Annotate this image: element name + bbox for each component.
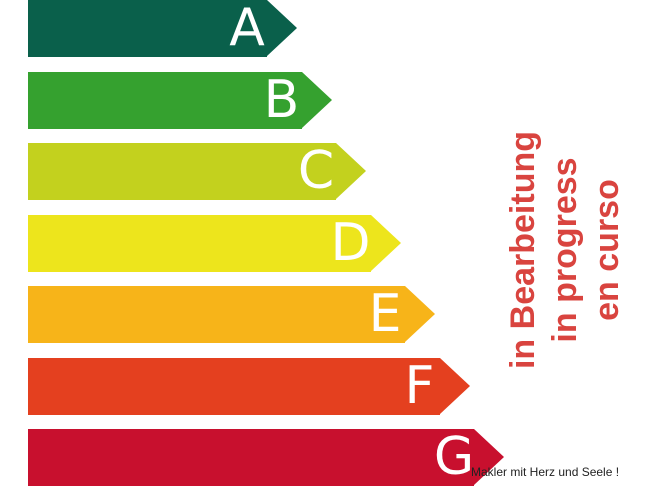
bar-body	[28, 357, 440, 415]
arrow-tip	[267, 0, 297, 56]
watermark-text: Makler mit Herz und Seele !	[471, 465, 620, 479]
bar-body	[28, 143, 336, 200]
bar-body	[28, 0, 267, 57]
status-line-en: in progress	[546, 157, 584, 343]
bar-body	[28, 429, 474, 486]
class-letter: C	[297, 141, 335, 201]
arrow-tip	[405, 286, 435, 342]
bar-body	[28, 286, 405, 343]
arrow-tip	[370, 214, 401, 271]
arrow-tip	[474, 429, 504, 485]
status-line-es: en curso	[588, 179, 626, 321]
status-line-de: in Bearbeitung	[504, 130, 542, 370]
class-letter: F	[404, 355, 435, 416]
class-letter: G	[433, 427, 475, 487]
arrow-tip	[301, 71, 332, 128]
arrow-tip	[439, 357, 470, 414]
arrow-tip	[336, 143, 366, 199]
bar-body	[28, 71, 302, 129]
class-letter: E	[368, 284, 402, 344]
class-letter: A	[229, 0, 265, 58]
class-letter: B	[263, 69, 300, 130]
class-letter: D	[330, 212, 371, 273]
bar-body	[28, 214, 371, 272]
status-text: in Bearbeitung in progress en curso	[502, 131, 628, 369]
